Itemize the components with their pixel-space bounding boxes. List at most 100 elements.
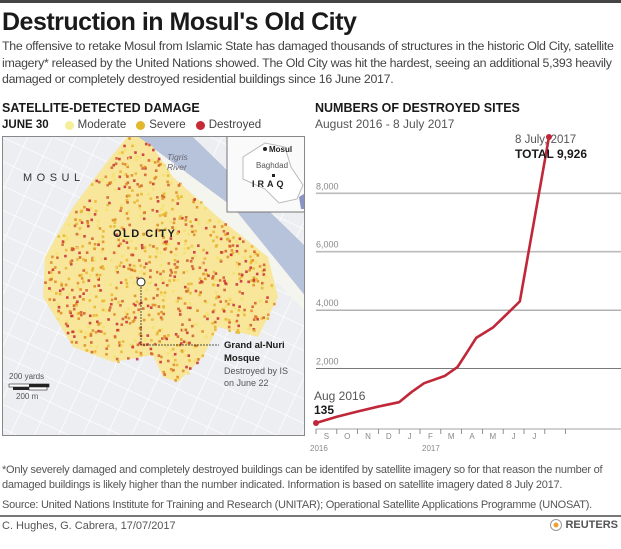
damage-marker bbox=[262, 273, 266, 276]
damage-marker bbox=[145, 288, 149, 292]
damage-marker bbox=[254, 261, 258, 264]
damage-marker bbox=[238, 272, 241, 276]
damage-marker bbox=[49, 271, 53, 274]
damage-marker bbox=[218, 279, 222, 282]
damage-marker bbox=[113, 225, 116, 228]
damage-marker bbox=[262, 316, 266, 319]
damage-marker bbox=[190, 282, 193, 286]
damage-marker bbox=[146, 343, 149, 346]
damage-marker bbox=[152, 296, 156, 300]
damage-marker bbox=[123, 172, 126, 176]
damage-marker bbox=[166, 180, 169, 184]
damage-marker bbox=[176, 375, 179, 379]
x-tick-label: A bbox=[469, 432, 475, 441]
damage-marker bbox=[198, 293, 201, 297]
damage-marker bbox=[102, 299, 106, 303]
damage-marker bbox=[129, 239, 133, 243]
damage-marker bbox=[131, 144, 134, 148]
damage-marker bbox=[157, 312, 160, 316]
damage-marker bbox=[141, 246, 144, 250]
damage-marker bbox=[273, 302, 276, 306]
damage-marker bbox=[78, 218, 82, 222]
footnote: *Only severely damaged and completely de… bbox=[2, 464, 603, 491]
series-line bbox=[314, 135, 551, 425]
damage-marker bbox=[236, 265, 240, 269]
damage-marker bbox=[147, 159, 151, 162]
old-city-area bbox=[43, 137, 278, 382]
damage-marker bbox=[193, 250, 196, 254]
damage-marker bbox=[93, 247, 96, 251]
damage-marker bbox=[54, 280, 57, 284]
damage-marker bbox=[122, 239, 126, 243]
damage-marker bbox=[119, 209, 122, 213]
damage-marker bbox=[65, 234, 68, 238]
damage-marker bbox=[76, 281, 80, 285]
damage-marker bbox=[148, 143, 151, 147]
damage-marker bbox=[156, 294, 159, 297]
damage-marker bbox=[228, 297, 232, 300]
damage-marker bbox=[144, 142, 148, 146]
damage-marker bbox=[130, 174, 134, 177]
damage-marker bbox=[181, 328, 185, 331]
damage-marker bbox=[123, 185, 127, 189]
damage-marker bbox=[139, 164, 143, 167]
damage-marker bbox=[162, 192, 166, 196]
damage-marker bbox=[191, 256, 194, 260]
damage-marker bbox=[86, 221, 90, 225]
damage-marker bbox=[162, 270, 165, 273]
damage-marker bbox=[136, 199, 139, 203]
damage-marker bbox=[88, 321, 92, 325]
damage-marker bbox=[97, 240, 101, 243]
damage-marker bbox=[97, 180, 101, 184]
damage-marker bbox=[204, 268, 208, 272]
damage-marker bbox=[171, 347, 175, 351]
mosque-name: Grand al-Nuri bbox=[224, 340, 285, 351]
damage-marker bbox=[72, 307, 76, 311]
damage-marker bbox=[154, 255, 158, 259]
damage-marker bbox=[111, 218, 115, 222]
damage-marker bbox=[203, 277, 207, 281]
damage-marker bbox=[182, 340, 186, 344]
damage-marker bbox=[91, 268, 94, 272]
damage-marker bbox=[149, 197, 153, 200]
damage-marker bbox=[199, 291, 202, 294]
damage-marker bbox=[168, 279, 171, 282]
damage-marker bbox=[237, 324, 240, 328]
damage-marker bbox=[202, 248, 205, 252]
damage-marker bbox=[235, 331, 238, 334]
damage-marker bbox=[219, 300, 223, 304]
damage-marker bbox=[131, 345, 135, 349]
damage-marker bbox=[132, 281, 136, 285]
damage-marker bbox=[125, 312, 129, 316]
damage-marker bbox=[249, 279, 253, 282]
damage-marker bbox=[255, 277, 258, 281]
damage-marker bbox=[126, 175, 129, 178]
damage-marker bbox=[169, 274, 172, 277]
damage-marker bbox=[173, 358, 177, 362]
damage-marker bbox=[155, 247, 159, 250]
damage-marker bbox=[134, 172, 138, 175]
damage-marker bbox=[163, 163, 166, 167]
damage-marker bbox=[105, 347, 108, 350]
damage-marker bbox=[166, 170, 170, 173]
damage-marker bbox=[119, 281, 123, 284]
damage-marker bbox=[141, 167, 144, 170]
damage-marker bbox=[194, 289, 198, 293]
damage-marker bbox=[170, 370, 174, 374]
damage-marker bbox=[139, 270, 142, 274]
damage-marker bbox=[132, 311, 136, 314]
damage-marker bbox=[223, 279, 226, 283]
damage-marker bbox=[100, 250, 104, 253]
x-tick-label: J bbox=[532, 432, 536, 441]
damage-marker bbox=[204, 335, 208, 339]
damage-marker bbox=[114, 265, 118, 269]
damage-marker bbox=[163, 335, 166, 338]
damage-marker bbox=[105, 181, 109, 185]
damage-marker bbox=[247, 326, 251, 330]
damage-marker bbox=[104, 175, 108, 179]
damage-marker bbox=[112, 163, 116, 167]
damage-marker bbox=[221, 308, 225, 311]
damage-marker bbox=[173, 217, 176, 221]
damage-marker bbox=[117, 341, 121, 344]
damage-marker bbox=[57, 309, 60, 313]
